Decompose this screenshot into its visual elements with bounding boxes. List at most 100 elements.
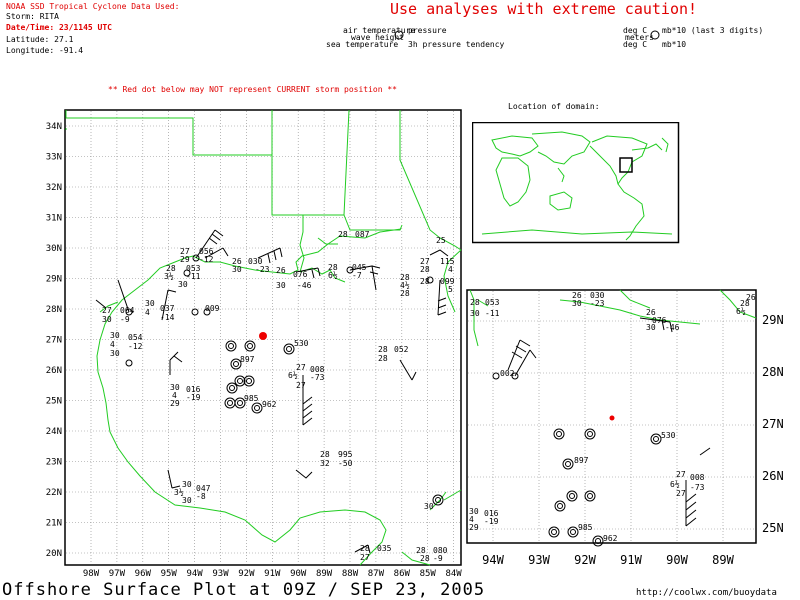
lat-label: 21N xyxy=(46,519,62,529)
lat-label: 32N xyxy=(46,183,62,193)
svg-text:26: 26 xyxy=(572,291,582,300)
svg-text:30: 30 xyxy=(276,281,286,290)
footer-url[interactable]: http://coolwx.com/buoydata xyxy=(636,588,777,598)
domain-locator-map xyxy=(472,122,680,244)
lon-label: 89W xyxy=(316,569,333,579)
station-circle-icon-2 xyxy=(650,30,660,40)
lat-label: 22N xyxy=(46,488,62,498)
lon-label: 95W xyxy=(161,569,178,579)
longitude-label: Longitude: -91.4 xyxy=(6,46,84,55)
main-map-lon-labels: 98W 97W 96W 95W 94W 93W 92W 91W 90W 89W 88W 87W 86W 8… xyxy=(83,569,462,579)
svg-text:6½: 6½ xyxy=(736,306,746,316)
svg-text:30: 30 xyxy=(470,309,480,318)
svg-text:995: 995 xyxy=(338,450,353,459)
lat-label: 25N xyxy=(46,397,62,407)
lon-label: 92W xyxy=(574,553,596,567)
svg-text:037: 037 xyxy=(160,304,175,313)
svg-text:27: 27 xyxy=(296,363,306,372)
svg-text:-9: -9 xyxy=(433,554,443,563)
lat-label: 28N xyxy=(46,305,62,315)
source-label: NOAA SSD Tropical Cyclone Data Used: xyxy=(6,2,180,11)
svg-text:016: 016 xyxy=(186,385,201,394)
svg-text:3½: 3½ xyxy=(164,271,174,281)
svg-text:30: 30 xyxy=(182,496,192,505)
svg-text:-50: -50 xyxy=(338,459,353,468)
lon-label: 91W xyxy=(264,569,281,579)
svg-text:28: 28 xyxy=(420,265,430,274)
svg-text:985: 985 xyxy=(244,394,259,403)
svg-text:30: 30 xyxy=(178,280,188,289)
legend-pressure: pressure xyxy=(408,26,447,35)
svg-text:30: 30 xyxy=(232,265,242,274)
legend-meters: meters xyxy=(625,33,654,42)
caution-banner: Use analyses with extreme caution! xyxy=(390,0,698,18)
station-values: 27 056 29 -12 26 030 30 -23 28 087 26 076 30 -46 2… xyxy=(102,230,455,563)
svg-text:6½: 6½ xyxy=(288,370,298,380)
lon-label: 84W xyxy=(445,569,462,579)
svg-text:530: 530 xyxy=(661,431,676,440)
svg-text:30: 30 xyxy=(646,323,656,332)
svg-text:-23: -23 xyxy=(590,299,605,308)
svg-text:530: 530 xyxy=(294,339,309,348)
lon-label: 94W xyxy=(482,553,504,567)
svg-text:28: 28 xyxy=(740,299,750,308)
lon-label: 97W xyxy=(109,569,126,579)
lat-label: 34N xyxy=(46,122,62,132)
legend-sea-temperature: sea temperature xyxy=(326,40,399,49)
lat-label: 31N xyxy=(46,214,62,224)
svg-text:28: 28 xyxy=(400,273,410,282)
lat-label: 26N xyxy=(762,469,784,483)
lat-label: 26N xyxy=(46,366,62,376)
svg-text:28: 28 xyxy=(360,544,370,553)
svg-text:29: 29 xyxy=(469,523,479,532)
main-map-frame xyxy=(64,109,462,566)
lat-label: 27N xyxy=(46,336,62,346)
footer-title: Offshore Surface Plot at 09Z / SEP 23, 2… xyxy=(2,580,486,600)
svg-text:897: 897 xyxy=(240,355,255,364)
svg-text:-8: -8 xyxy=(196,492,206,501)
svg-text:27: 27 xyxy=(676,489,686,498)
svg-text:076: 076 xyxy=(652,316,667,325)
svg-text:064: 064 xyxy=(120,306,135,315)
svg-text:28: 28 xyxy=(400,289,410,298)
legend-mb-1: mb*10 (last 3 digits) xyxy=(662,26,764,35)
svg-text:26: 26 xyxy=(276,266,286,275)
svg-text:4: 4 xyxy=(172,391,177,400)
storm-position-dot xyxy=(259,332,267,340)
svg-text:4: 4 xyxy=(145,308,150,317)
svg-text:962: 962 xyxy=(262,400,277,409)
lat-label: 24N xyxy=(46,427,62,437)
zoom-map-frame xyxy=(466,289,757,544)
zoom-station-circles xyxy=(492,372,662,547)
zoom-map-coastline xyxy=(469,289,757,347)
latitude-label: Latitude: 27.1 xyxy=(6,35,74,44)
lon-label: 89W xyxy=(712,553,734,567)
svg-text:962: 962 xyxy=(603,534,618,543)
svg-text:-12: -12 xyxy=(199,255,214,264)
svg-text:28: 28 xyxy=(320,450,330,459)
lon-label: 88W xyxy=(342,569,359,579)
lon-label: 91W xyxy=(620,553,642,567)
svg-text:6½: 6½ xyxy=(328,270,338,280)
svg-text:28: 28 xyxy=(166,264,176,273)
svg-text:045: 045 xyxy=(352,263,367,272)
svg-text:30: 30 xyxy=(102,315,112,324)
svg-text:008: 008 xyxy=(690,473,705,482)
legend-pressure-tendency: 3h pressure tendency xyxy=(408,40,505,49)
svg-text:32: 32 xyxy=(320,459,330,468)
lon-label: 86W xyxy=(394,569,411,579)
svg-text:035: 035 xyxy=(377,544,392,553)
svg-text:-11: -11 xyxy=(186,272,201,281)
svg-text:30: 30 xyxy=(182,480,192,489)
domain-box xyxy=(619,157,633,173)
svg-text:-11: -11 xyxy=(485,309,500,318)
svg-text:009: 009 xyxy=(205,304,220,313)
svg-text:28: 28 xyxy=(420,277,430,286)
svg-text:28: 28 xyxy=(420,554,430,563)
svg-text:28: 28 xyxy=(338,230,348,239)
lon-label: 90W xyxy=(290,569,307,579)
svg-text:-19: -19 xyxy=(186,393,201,402)
svg-text:30: 30 xyxy=(145,299,155,308)
svg-text:-14: -14 xyxy=(160,313,175,322)
